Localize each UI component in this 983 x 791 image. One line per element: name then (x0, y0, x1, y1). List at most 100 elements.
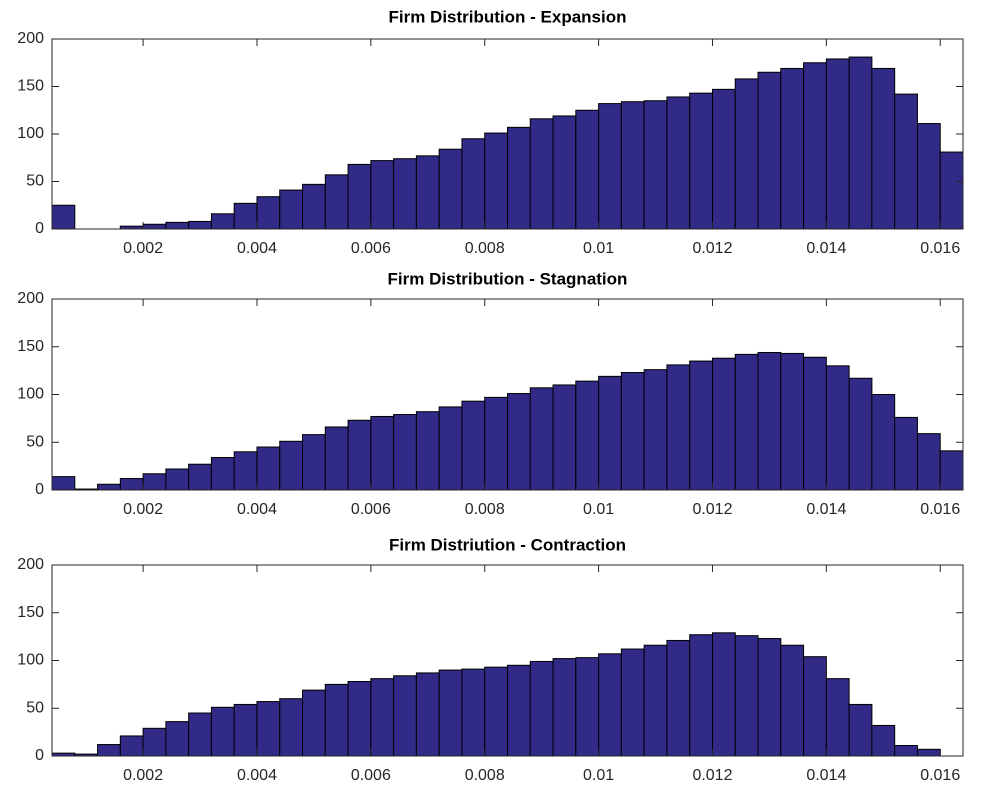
bar (894, 744, 918, 757)
bar (780, 644, 805, 757)
bar (507, 664, 531, 757)
bar (370, 678, 395, 757)
x-tick-label: 0.01 (583, 501, 614, 518)
bar (507, 126, 531, 230)
bar (552, 384, 577, 491)
bar (347, 419, 372, 491)
x-tick-label: 0.01 (583, 767, 614, 784)
bar (393, 414, 417, 491)
bar (825, 678, 850, 757)
bar (643, 644, 668, 757)
bar (825, 58, 850, 230)
bar (233, 703, 258, 757)
x-tick-label: 0.002 (123, 501, 163, 518)
bar (302, 183, 326, 230)
bar (939, 450, 964, 491)
y-tick-label: 50 (26, 173, 44, 190)
bar (415, 411, 440, 491)
y-tick-label: 50 (26, 433, 44, 450)
x-tick-label: 0.006 (351, 501, 391, 518)
bar (302, 689, 326, 757)
bar (939, 151, 964, 230)
bar (848, 56, 873, 230)
bar (575, 657, 600, 757)
y-tick-label: 100 (17, 386, 44, 403)
x-tick-label: 0.016 (920, 501, 960, 518)
bar (757, 351, 782, 491)
bar (415, 672, 440, 757)
x-tick-label: 0.012 (692, 240, 732, 257)
bar (393, 675, 417, 757)
bar (598, 103, 622, 230)
bar (575, 380, 600, 491)
x-tick-label: 0.002 (123, 767, 163, 784)
bar (620, 372, 645, 491)
bar (393, 158, 417, 230)
bar (598, 375, 622, 491)
y-tick-label: 200 (17, 290, 44, 307)
y-tick-label: 150 (17, 604, 44, 621)
y-tick-label: 200 (17, 556, 44, 573)
bar (507, 393, 531, 491)
bar (438, 406, 463, 491)
bar (803, 656, 827, 757)
bar (97, 483, 121, 491)
y-tick-label: 100 (17, 125, 44, 142)
bar (825, 365, 850, 491)
bar (233, 451, 258, 491)
bar (734, 635, 759, 757)
bar (484, 666, 509, 757)
bar (165, 721, 190, 757)
x-tick-label: 0.016 (920, 240, 960, 257)
bar (734, 353, 759, 491)
x-tick-label: 0.014 (806, 240, 846, 257)
bar (711, 632, 736, 757)
bar (188, 463, 212, 491)
bar (916, 433, 941, 491)
bar (757, 638, 782, 757)
bar (51, 476, 76, 491)
bar (780, 67, 805, 230)
y-tick-label: 150 (17, 78, 44, 95)
bar (279, 189, 304, 230)
bar (438, 669, 463, 757)
bar (871, 724, 896, 757)
bar (916, 748, 941, 757)
bar (666, 364, 691, 491)
bar (370, 160, 395, 230)
bar (302, 434, 326, 491)
y-tick-label: 0 (35, 220, 44, 237)
bar (803, 356, 827, 491)
chart-title: Firm Distribution - Expansion (388, 7, 626, 26)
bar (188, 712, 212, 757)
bar (256, 701, 281, 757)
bar (711, 357, 736, 491)
bar (894, 93, 918, 230)
bar (142, 223, 167, 230)
bar (438, 148, 463, 230)
bar (575, 109, 600, 230)
bar (848, 377, 873, 491)
bar (461, 400, 486, 491)
y-tick-label: 150 (17, 338, 44, 355)
bar (210, 213, 235, 230)
x-tick-label: 0.014 (806, 767, 846, 784)
bar (415, 155, 440, 230)
bar (484, 396, 509, 491)
x-tick-label: 0.012 (692, 501, 732, 518)
bar (552, 658, 577, 757)
chart-title: Firm Distriution - Contraction (389, 535, 626, 554)
bar (529, 387, 554, 491)
bar (643, 100, 668, 230)
bar (552, 115, 577, 230)
bar (51, 204, 76, 230)
y-tick-label: 200 (17, 30, 44, 47)
bar (256, 196, 281, 230)
bar (210, 706, 235, 757)
x-tick-label: 0.008 (465, 501, 505, 518)
bar (370, 415, 395, 491)
x-tick-label: 0.01 (583, 240, 614, 257)
subplot: Firm Distribution - Stagnation 0.002 0.004… (17, 269, 964, 518)
chart-title: Firm Distribution - Stagnation (388, 269, 628, 288)
x-tick-label: 0.006 (351, 767, 391, 784)
